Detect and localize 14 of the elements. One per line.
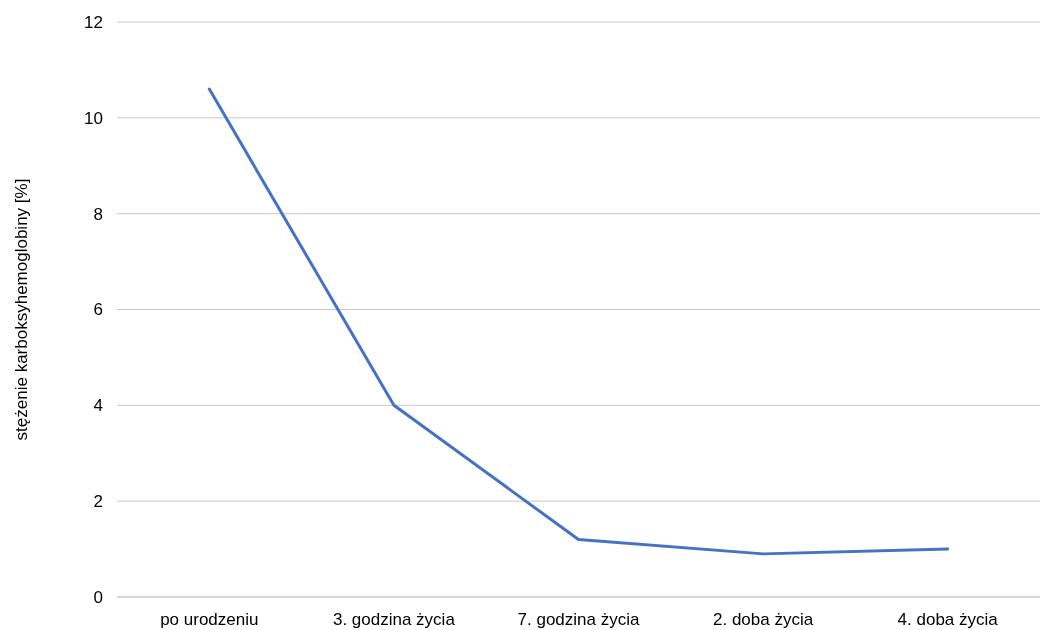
y-axis-title: stężenie karboksyhemoglobiny [%] [12, 178, 31, 441]
y-tick-label: 2 [93, 492, 103, 512]
y-tick-label: 10 [84, 108, 103, 128]
y-tick-label: 8 [93, 204, 103, 224]
y-tick-label: 6 [93, 300, 103, 320]
y-tick-label: 12 [84, 12, 103, 32]
x-tick-label: 7. godzina życia [517, 610, 640, 629]
x-tick-label: 4. doba życia [897, 610, 999, 629]
y-tick-label: 4 [93, 396, 103, 416]
x-tick-label: 3. godzina życia [332, 610, 456, 629]
y-tick-label: 0 [93, 587, 103, 607]
x-tick-label: po urodzeniu [160, 610, 259, 629]
x-tick-label: 2. doba życia [713, 610, 814, 629]
line-series [207, 87, 950, 556]
